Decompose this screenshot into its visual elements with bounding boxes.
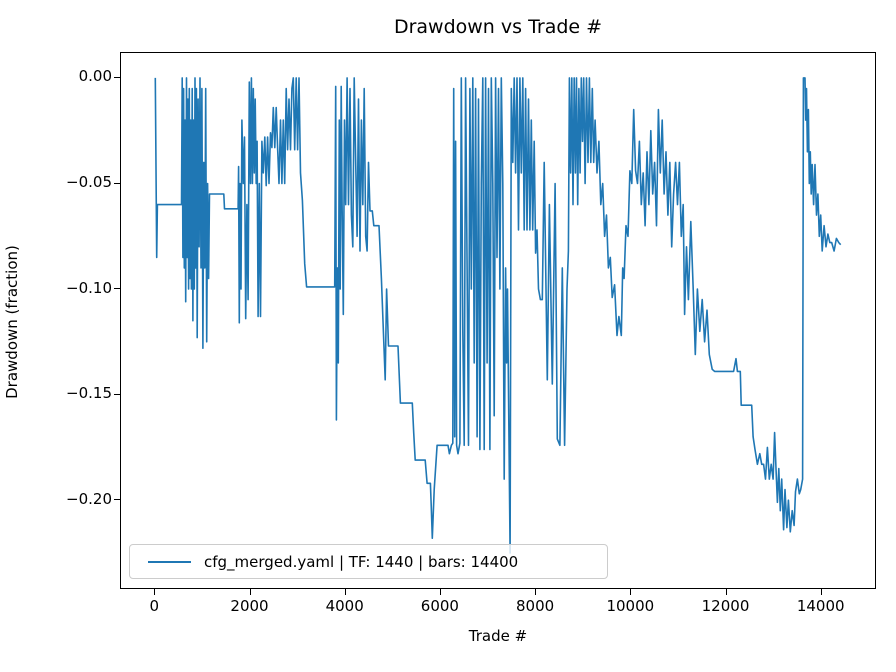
y-tick-label: −0.15 (66, 384, 112, 403)
legend-line-sample (148, 560, 191, 563)
y-tick-label: −0.10 (66, 278, 112, 297)
x-tick-label: 2000 (230, 597, 269, 615)
y-axis-label: Drawdown (fraction) (3, 245, 21, 399)
legend-label: cfg_merged.yaml | TF: 1440 | bars: 14400 (204, 552, 519, 571)
x-tick-label: 10000 (606, 597, 655, 615)
chart-title: Drawdown vs Trade # (393, 16, 603, 38)
x-tick-label: 12000 (701, 597, 750, 615)
x-tick-mark (725, 589, 727, 595)
y-tick-label: 0.00 (78, 67, 112, 86)
x-axis-label: Trade # (468, 627, 528, 645)
x-tick-label: 4000 (325, 597, 364, 615)
x-tick-mark (154, 589, 156, 595)
x-tick-mark (535, 589, 537, 595)
x-tick-label: 14000 (796, 597, 845, 615)
y-tick-mark (114, 499, 120, 501)
x-tick-label: 8000 (516, 597, 555, 615)
drawdown-line-chart (154, 77, 842, 554)
y-tick-mark (114, 393, 120, 395)
x-tick-mark (820, 589, 822, 595)
x-tick-mark (249, 589, 251, 595)
x-tick-label: 6000 (420, 597, 459, 615)
y-tick-label: −0.05 (66, 173, 112, 191)
x-tick-mark (439, 589, 441, 595)
x-tick-label: 0 (149, 597, 160, 615)
legend: cfg_merged.yaml | TF: 1440 | bars: 14400 (129, 544, 608, 579)
x-tick-mark (344, 589, 346, 595)
series-line (154, 77, 842, 554)
plot-area (120, 52, 876, 589)
y-tick-mark (114, 288, 120, 289)
y-tick-mark (114, 76, 120, 78)
y-tick-label: −0.20 (66, 489, 112, 508)
x-tick-mark (630, 589, 632, 595)
y-tick-mark (114, 182, 120, 184)
